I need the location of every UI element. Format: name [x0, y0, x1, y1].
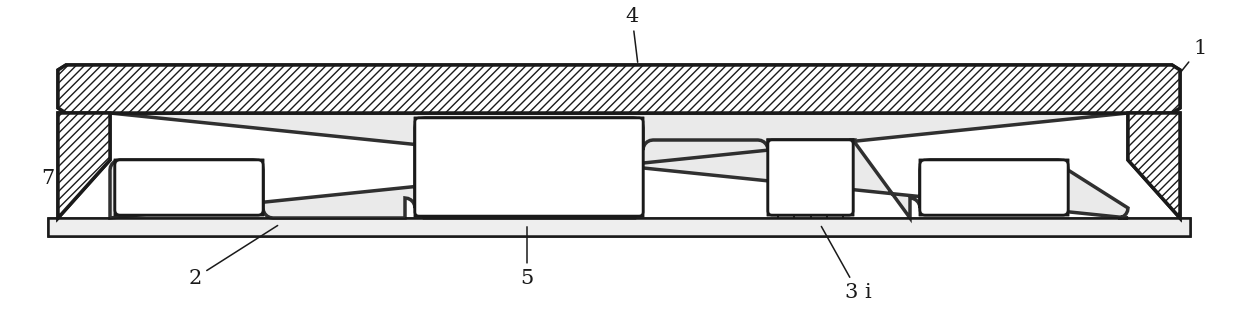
FancyBboxPatch shape — [115, 160, 262, 215]
Polygon shape — [58, 65, 1180, 113]
Text: 7: 7 — [41, 161, 78, 188]
FancyBboxPatch shape — [415, 118, 643, 216]
FancyBboxPatch shape — [920, 160, 1068, 215]
Text: 1: 1 — [1170, 38, 1207, 86]
Polygon shape — [110, 113, 1128, 218]
Text: 3 i: 3 i — [821, 227, 872, 302]
Polygon shape — [1128, 113, 1180, 218]
FancyBboxPatch shape — [115, 160, 262, 215]
FancyBboxPatch shape — [768, 140, 853, 215]
Text: 5: 5 — [520, 227, 534, 288]
FancyBboxPatch shape — [920, 160, 1068, 215]
FancyBboxPatch shape — [920, 160, 1068, 215]
FancyBboxPatch shape — [768, 140, 853, 215]
FancyBboxPatch shape — [768, 140, 853, 215]
FancyBboxPatch shape — [920, 160, 1068, 215]
FancyBboxPatch shape — [115, 160, 262, 215]
Text: 2: 2 — [188, 226, 277, 288]
FancyBboxPatch shape — [115, 160, 262, 215]
FancyBboxPatch shape — [415, 118, 643, 216]
Bar — [48, 218, 1190, 236]
FancyBboxPatch shape — [415, 118, 643, 216]
FancyBboxPatch shape — [415, 118, 643, 216]
FancyBboxPatch shape — [768, 140, 853, 215]
Text: 4: 4 — [625, 6, 639, 62]
Bar — [48, 218, 1190, 236]
Polygon shape — [58, 113, 110, 218]
Polygon shape — [58, 113, 110, 218]
Polygon shape — [1128, 113, 1180, 218]
Polygon shape — [58, 65, 1180, 113]
